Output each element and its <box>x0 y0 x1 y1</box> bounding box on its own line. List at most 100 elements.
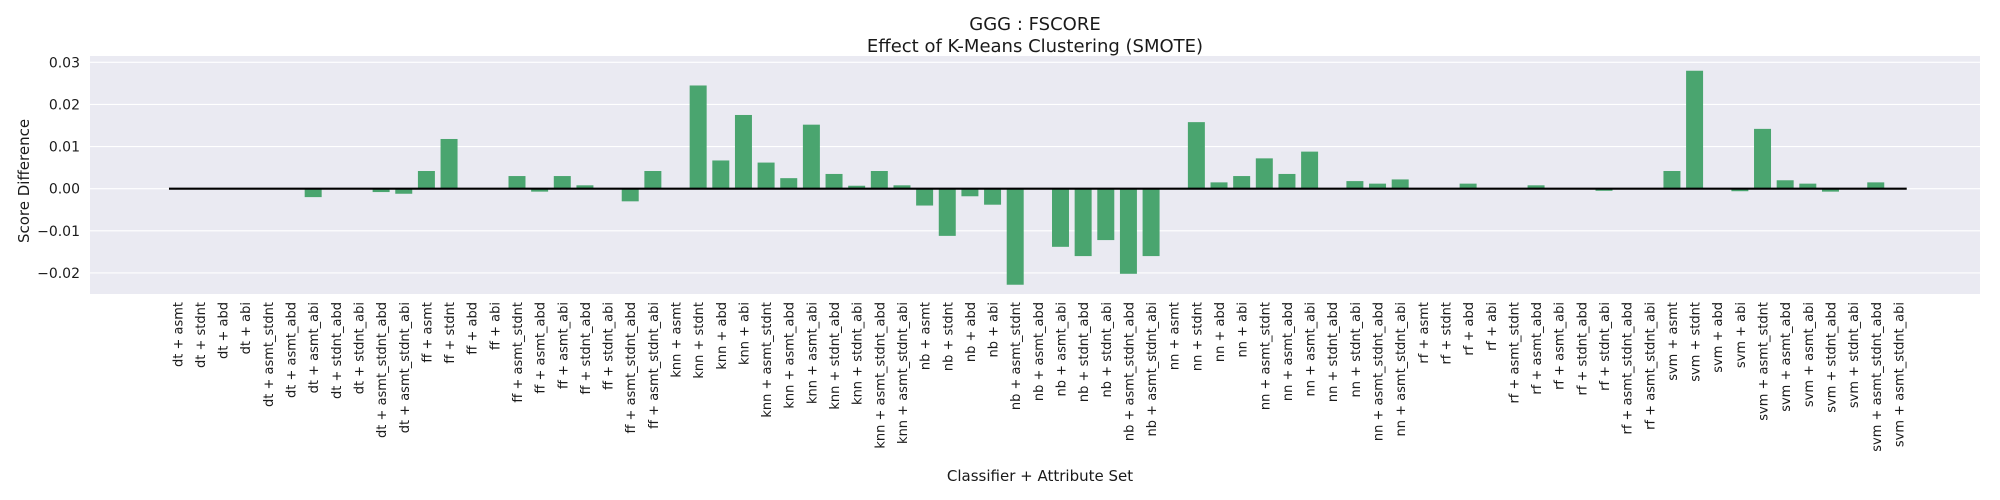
x-tick-label: nn + asmt_stdnt_abi <box>1394 302 1409 436</box>
x-tick-label: rf + asmt_abd <box>1530 302 1545 395</box>
x-tick-label: svm + stdnt_abd <box>1824 302 1839 413</box>
x-tick-label: nn + asmt_abd <box>1281 302 1296 401</box>
x-tick-label: svm + abi <box>1734 302 1749 368</box>
bar <box>893 185 911 189</box>
bar <box>1233 176 1251 189</box>
x-tick-label: dt + stdnt <box>194 302 209 368</box>
bar <box>1821 188 1839 192</box>
y-tick-label: 0.00 <box>49 182 80 198</box>
x-tick-label: nn + abd <box>1213 302 1228 362</box>
x-tick-label: knn + stdnt_abi <box>851 302 866 405</box>
bar <box>825 173 843 189</box>
x-tick-labels: dt + asmt dt + stdnt dt + abd dt + abi dt + … <box>171 302 1907 452</box>
bar <box>1187 122 1205 189</box>
y-tick-label: −0.02 <box>37 266 80 282</box>
bar <box>1527 185 1545 189</box>
x-tick-label: rf + asmt_stdnt <box>1507 302 1522 404</box>
x-tick-label: nb + abi <box>987 302 1002 357</box>
x-tick-label: rf + asmt_stdnt_abd <box>1621 302 1636 435</box>
x-tick-label: knn + asmt <box>670 302 685 378</box>
y-tick-labels: 0.03 0.02 0.01 0.00 −0.01 −0.02 <box>37 55 80 282</box>
x-tick-label: ff + abd <box>466 302 481 355</box>
x-tick-label: nn + asmt_stdnt_abd <box>1372 302 1387 441</box>
bar <box>1052 188 1069 247</box>
bar <box>938 188 956 236</box>
bar <box>621 188 639 202</box>
x-tick-label: ff + asmt_stdnt_abi <box>647 302 662 429</box>
bar <box>1391 179 1409 189</box>
bar <box>802 124 820 189</box>
x-tick-label: nb + asmt_stdnt <box>1009 302 1024 410</box>
bar <box>734 114 752 189</box>
bar <box>508 176 526 189</box>
bar <box>870 170 888 189</box>
bar <box>1255 158 1273 189</box>
x-tick-label: nn + asmt_stdnt <box>1258 302 1273 410</box>
bar <box>644 170 662 189</box>
bar <box>1776 180 1794 189</box>
x-tick-label: svm + stdnt <box>1689 302 1704 382</box>
x-tick-label: svm + asmt_stdnt_abd <box>1870 302 1885 452</box>
x-tick-label: ff + stdnt_abd <box>579 302 594 395</box>
x-tick-label: dt + stdnt_abi <box>352 302 367 394</box>
bar <box>1663 170 1681 189</box>
x-tick-label: rf + asmt <box>1417 302 1432 364</box>
x-tick-label: ff + asmt_stdnt <box>511 302 526 403</box>
x-tick-label: nb + stdnt_abi <box>1100 302 1115 397</box>
bars <box>304 70 1885 285</box>
x-tick-label: knn + asmt_stdnt_abi <box>896 302 911 444</box>
x-tick-label: svm + asmt_abd <box>1779 302 1794 412</box>
x-tick-label: ff + asmt_abi <box>556 302 571 389</box>
bar <box>372 188 390 193</box>
bar <box>1006 188 1024 285</box>
x-tick-label: nb + asmt_stdnt_abi <box>1145 302 1160 436</box>
x-tick-label: knn + asmt_abd <box>783 302 798 409</box>
bar <box>961 188 979 197</box>
x-tick-label: dt + asmt_abd <box>285 302 300 398</box>
bar <box>553 176 571 189</box>
x-tick-label: svm + abd <box>1711 302 1726 373</box>
bar <box>1346 181 1364 189</box>
y-tick-label: 0.01 <box>49 140 80 156</box>
bar <box>395 188 413 194</box>
x-tick-label: knn + stdnt <box>692 302 707 379</box>
x-tick-label: knn + asmt_stdnt <box>760 302 775 418</box>
x-tick-label: dt + asmt_stdnt <box>262 302 277 407</box>
x-tick-label: nn + stdnt <box>1190 302 1205 371</box>
bar <box>531 188 549 192</box>
bar <box>1867 182 1885 189</box>
x-tick-label: svm + asmt_stdnt_abi <box>1892 302 1907 447</box>
x-tick-label: svm + asmt <box>1666 302 1681 381</box>
x-tick-label: nn + abi <box>1236 302 1251 357</box>
x-tick-label: svm + asmt_abi <box>1802 302 1817 407</box>
x-tick-label: nn + stdnt_abd <box>1326 302 1341 402</box>
x-tick-label: nb + asmt_abi <box>1054 302 1069 396</box>
x-tick-label: rf + abd <box>1462 302 1477 356</box>
x-axis-title: Classifier + Attribute Set <box>946 467 1134 485</box>
x-tick-label: ff + stdnt <box>443 302 458 364</box>
x-tick-label: rf + stdnt <box>1439 302 1454 365</box>
bar <box>1754 128 1772 189</box>
x-tick-label: svm + asmt_stdnt <box>1757 302 1772 421</box>
x-tick-label: nb + stdnt <box>941 302 956 371</box>
bar <box>1686 70 1704 189</box>
x-tick-label: rf + asmt_stdnt_abi <box>1643 302 1658 430</box>
bar <box>1142 188 1160 257</box>
bar <box>1731 188 1749 192</box>
bar <box>689 85 707 189</box>
x-tick-label: nb + asmt_abd <box>1032 302 1047 401</box>
x-tick-label: dt + asmt <box>171 302 186 367</box>
x-tick-label: nb + asmt <box>919 302 934 370</box>
bar <box>1369 183 1387 189</box>
bar <box>757 162 775 189</box>
x-tick-label: ff + stdnt_abi <box>602 302 617 390</box>
x-tick-label: knn + abi <box>737 302 752 365</box>
bar <box>916 188 934 206</box>
bar <box>1074 188 1092 257</box>
bar <box>440 138 458 189</box>
bar <box>712 160 730 189</box>
chart-subtitle: Effect of K-Means Clustering (SMOTE) <box>866 36 1204 57</box>
y-tick-label: 0.03 <box>49 55 80 71</box>
x-tick-label: dt + asmt_stdnt_abi <box>398 302 413 433</box>
x-tick-label: nb + stdnt_abd <box>1077 302 1092 402</box>
